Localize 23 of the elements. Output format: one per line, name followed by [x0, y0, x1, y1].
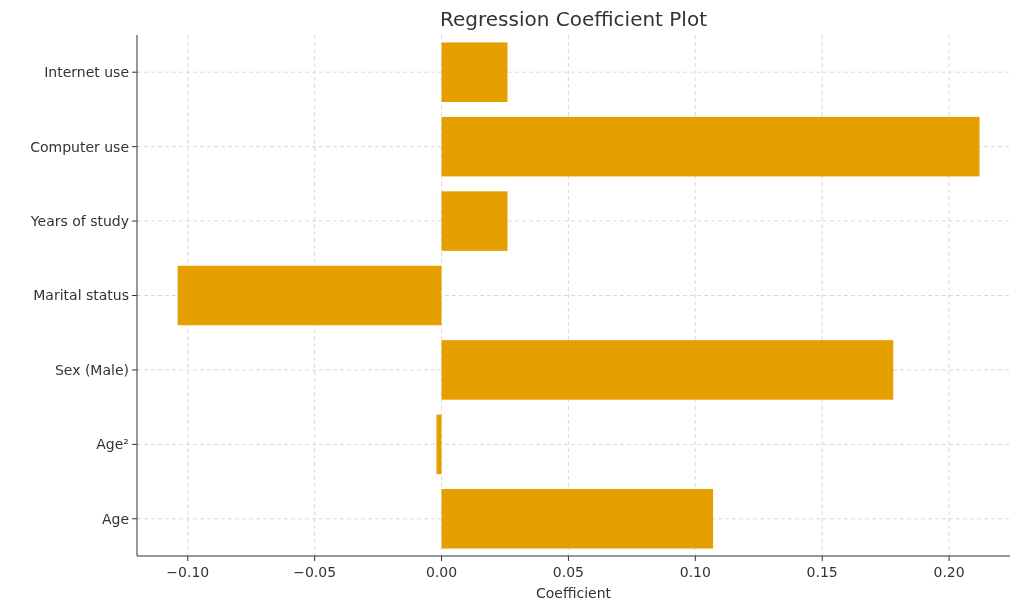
y-tick-label: Marital status — [33, 287, 129, 304]
y-tick-label: Age² — [96, 436, 129, 453]
x-tick-label: 0.05 — [552, 564, 585, 580]
bar — [177, 265, 442, 326]
y-tick-label: Age — [101, 510, 129, 527]
bar — [441, 191, 508, 251]
bar — [436, 414, 442, 475]
bar — [441, 42, 508, 102]
x-tick-label: −0.10 — [166, 564, 210, 580]
bar — [441, 489, 714, 549]
x-axis-title: Coefficient — [535, 585, 612, 601]
y-tick-label: Computer use — [30, 138, 129, 155]
x-tick-label: 0.15 — [806, 564, 838, 580]
y-tick-label: Years of study — [29, 212, 129, 229]
x-tick-label: 0.00 — [425, 564, 458, 580]
chart-title: Regression Coefficient Plot — [439, 7, 708, 31]
y-tick-label: Sex (Male) — [54, 361, 129, 378]
x-tick-label: −0.05 — [293, 564, 337, 580]
bar — [441, 116, 980, 177]
x-tick-label: 0.10 — [679, 564, 711, 580]
x-tick-label: 0.20 — [933, 564, 965, 580]
y-tick-label: Internet use — [44, 64, 129, 81]
bar — [441, 340, 894, 400]
